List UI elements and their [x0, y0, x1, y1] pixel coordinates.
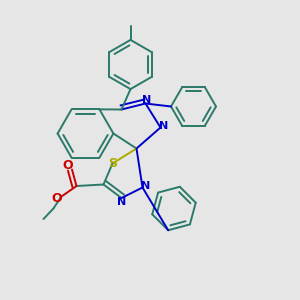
Text: O: O	[51, 192, 62, 206]
Text: N: N	[142, 95, 152, 105]
Text: O: O	[62, 159, 73, 172]
Text: N: N	[142, 181, 151, 191]
Text: S: S	[108, 157, 117, 170]
Text: N: N	[160, 121, 169, 131]
Text: N: N	[118, 196, 127, 207]
